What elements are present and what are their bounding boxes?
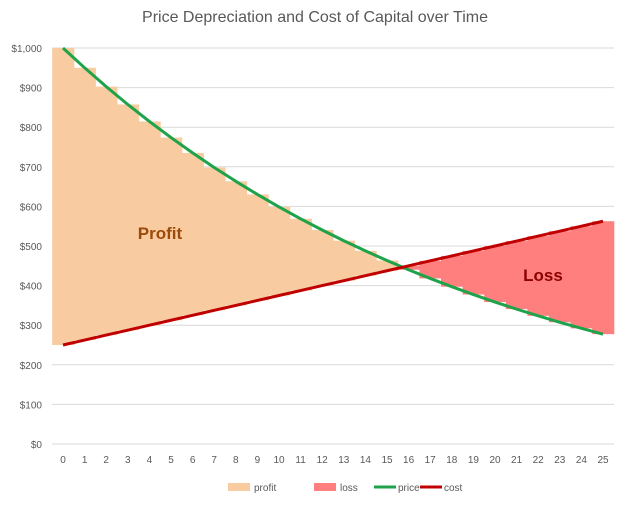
- profit-step: [354, 250, 377, 276]
- profit-step: [160, 137, 183, 321]
- profit-step: [181, 152, 204, 316]
- loss-step: [549, 231, 572, 323]
- x-tick-label: 1: [82, 455, 88, 466]
- x-tick-label: 8: [233, 455, 239, 466]
- price-line: [61, 46, 604, 336]
- x-tick-label: 22: [533, 455, 545, 466]
- legend: profit loss price cost: [228, 483, 463, 494]
- legend-loss-swatch: [314, 483, 336, 491]
- profit-annotation: Profit: [138, 224, 183, 243]
- x-tick-label: 17: [425, 455, 437, 466]
- legend-profit-label: profit: [254, 483, 276, 494]
- profit-step: [376, 260, 399, 271]
- profit-step: [333, 240, 356, 281]
- profit-step: [203, 167, 226, 311]
- loss-step: [462, 250, 485, 295]
- profit-step: [73, 67, 96, 341]
- loss-step: [441, 255, 464, 287]
- x-tick-label: 13: [338, 455, 350, 466]
- y-tick-label: $700: [20, 163, 43, 174]
- profit-step: [268, 206, 291, 296]
- x-tick-label: 9: [255, 455, 261, 466]
- profit-step: [225, 181, 248, 306]
- chart-title: Price Depreciation and Cost of Capital o…: [142, 9, 488, 26]
- loss-step: [397, 265, 420, 270]
- y-tick-label: $300: [20, 321, 43, 332]
- profit-step: [246, 194, 269, 301]
- y-tick-label: $100: [20, 400, 43, 411]
- y-tick-label: $0: [31, 440, 43, 451]
- loss-step: [570, 226, 593, 329]
- loss-step: [505, 241, 528, 310]
- y-tick-label: $400: [20, 282, 43, 293]
- x-tick-label: 16: [403, 455, 415, 466]
- x-tick-label: 21: [511, 455, 523, 466]
- y-tick-label: $500: [20, 242, 43, 253]
- x-tick-label: 3: [125, 455, 131, 466]
- x-tick-label: 18: [446, 455, 458, 466]
- x-tick-label: 5: [168, 455, 174, 466]
- x-tick-label: 12: [317, 455, 329, 466]
- loss-step: [592, 221, 615, 335]
- x-tick-label: 24: [576, 455, 588, 466]
- legend-price-label: price: [398, 483, 420, 494]
- profit-step: [289, 218, 312, 291]
- x-tick-label: 4: [147, 455, 153, 466]
- y-tick-label: $900: [20, 84, 43, 95]
- profit-step: [138, 121, 161, 326]
- legend-profit-swatch: [228, 483, 250, 491]
- y-tick-label: $1,000: [11, 44, 42, 55]
- legend-cost-label: cost: [444, 483, 463, 494]
- x-tick-label: 7: [211, 455, 217, 466]
- loss-step: [419, 260, 442, 279]
- cost-line: [62, 219, 604, 347]
- x-tick-label: 20: [489, 455, 501, 466]
- loss-step: [527, 236, 550, 316]
- legend-loss-label: loss: [340, 483, 358, 494]
- y-tick-label: $800: [20, 123, 43, 134]
- x-tick-label: 2: [103, 455, 109, 466]
- x-tick-label: 6: [190, 455, 196, 466]
- profit-step: [117, 104, 140, 331]
- profit-step: [311, 230, 334, 286]
- x-tick-label: 0: [60, 455, 66, 466]
- y-tick-label: $600: [20, 202, 43, 213]
- loss-annotation: Loss: [523, 266, 563, 285]
- x-tick-label: 25: [597, 455, 609, 466]
- x-tick-label: 15: [381, 455, 393, 466]
- y-tick-label: $200: [20, 361, 43, 372]
- x-tick-label: 14: [360, 455, 372, 466]
- profit-step: [95, 86, 118, 336]
- profit-step: [52, 48, 75, 345]
- x-tick-label: 11: [295, 455, 306, 466]
- loss-step: [484, 246, 507, 303]
- x-tick-label: 19: [468, 455, 480, 466]
- x-tick-label: 10: [273, 455, 285, 466]
- x-tick-label: 23: [554, 455, 566, 466]
